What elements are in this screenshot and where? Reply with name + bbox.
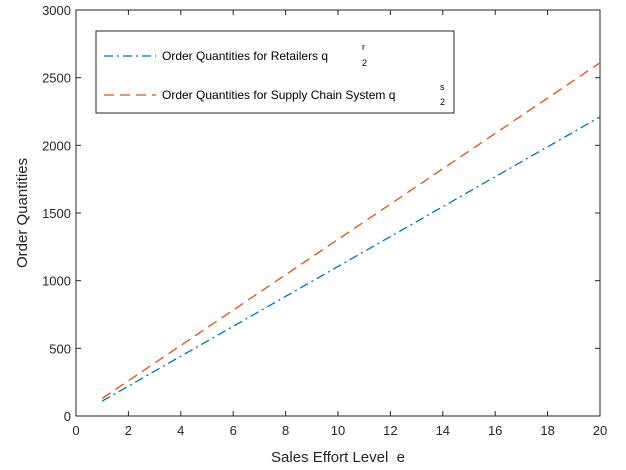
x-tick-label: 0 [72, 423, 79, 438]
x-axis: 0 2 4 6 8 10 12 14 16 18 20 [72, 10, 607, 438]
x-tick-label: 18 [540, 423, 554, 438]
y-axis: 0 500 1000 1500 2000 2500 3000 [42, 3, 600, 424]
legend-sub-supply-chain: 2 [440, 97, 445, 107]
legend-entry-supply-chain: Order Quantities for Supply Chain System… [162, 88, 395, 102]
x-tick-label: 4 [177, 423, 184, 438]
x-tick-label: 14 [436, 423, 450, 438]
y-tick-label: 2500 [42, 71, 71, 86]
legend-label-supply-chain: Order Quantities for Supply Chain System [162, 88, 385, 102]
legend-entry-retailers: Order Quantities for Retailers q [162, 49, 328, 63]
legend-var-retailers: q [321, 49, 328, 63]
x-tick-label: 8 [282, 423, 289, 438]
x-tick-label: 20 [593, 423, 607, 438]
legend-label-retailers: Order Quantities for Retailers [162, 49, 318, 63]
x-tick-label: 12 [383, 423, 397, 438]
x-tick-label: 6 [230, 423, 237, 438]
y-tick-label: 0 [64, 409, 71, 424]
y-tick-label: 3000 [42, 3, 71, 18]
x-tick-label: 2 [125, 423, 132, 438]
series-line-retailers [101, 116, 601, 402]
y-tick-label: 2000 [42, 138, 71, 153]
legend-var-supply-chain: q [389, 88, 396, 102]
legend-box [95, 30, 455, 114]
x-tick-label: 10 [331, 423, 345, 438]
y-tick-label: 1000 [42, 274, 71, 289]
legend-sub-retailers: 2 [362, 58, 367, 68]
series-line-supply-chain [101, 62, 601, 399]
legend: Order Quantities for Retailers q r 2 Ord… [95, 30, 455, 114]
y-axis-label: Order Quantities [14, 158, 31, 268]
y-tick-label: 1500 [42, 206, 71, 221]
legend-sup-supply-chain: s [440, 82, 445, 92]
x-tick-label: 16 [488, 423, 502, 438]
y-tick-label: 500 [49, 341, 71, 356]
x-axis-label: Sales Effort Level e [271, 449, 405, 466]
legend-sup-retailers: r [362, 42, 365, 52]
series-layer [101, 62, 601, 402]
